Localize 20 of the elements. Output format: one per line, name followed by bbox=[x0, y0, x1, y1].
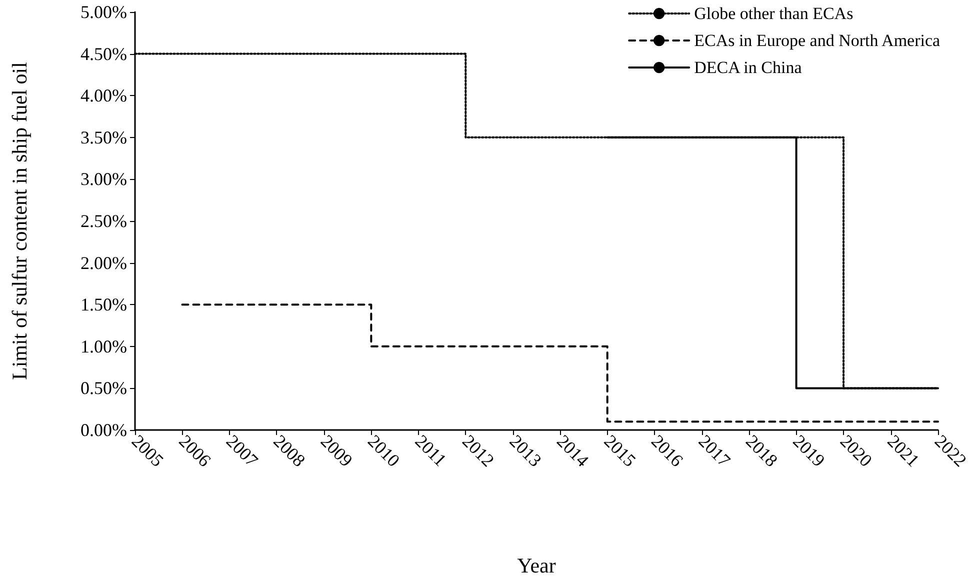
x-axis-title: Year bbox=[517, 554, 556, 578]
y-tick-label: 0.00% bbox=[80, 420, 127, 440]
y-tick-label: 1.00% bbox=[80, 336, 127, 356]
legend-label: ECAs in Europe and North America bbox=[694, 31, 941, 50]
y-tick-label: 0.50% bbox=[80, 378, 127, 398]
x-tick-label: 2017 bbox=[694, 430, 734, 471]
y-tick-label: 5.00% bbox=[80, 2, 127, 22]
x-tick-label: 2007 bbox=[222, 430, 262, 471]
y-tick-label: 2.00% bbox=[80, 252, 127, 273]
y-tick-label: 4.00% bbox=[80, 86, 127, 106]
x-tick-label: 2019 bbox=[789, 430, 829, 471]
y-tick-label: 2.50% bbox=[80, 211, 127, 231]
legend-label: Globe other than ECAs bbox=[694, 4, 854, 23]
y-tick-label: 3.00% bbox=[80, 169, 127, 190]
y-axis-title: Limit of sulfur content in ship fuel oil bbox=[8, 62, 32, 380]
y-tick-label: 4.50% bbox=[80, 44, 127, 64]
x-tick-label: 2009 bbox=[316, 430, 356, 471]
y-tick-label: 3.50% bbox=[80, 127, 127, 148]
legend-label: DECA in China bbox=[694, 58, 802, 77]
y-tick-label: 1.50% bbox=[80, 294, 127, 315]
